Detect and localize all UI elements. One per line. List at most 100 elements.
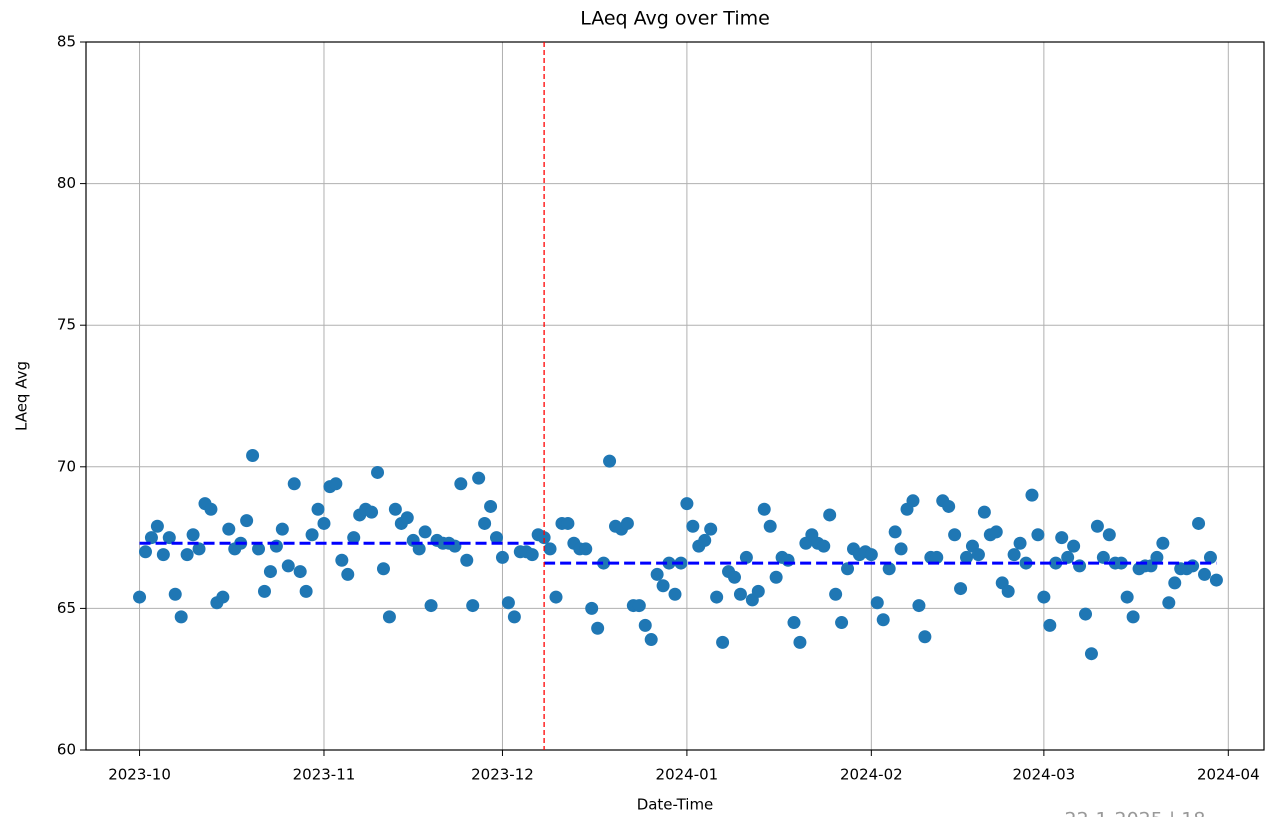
point	[769, 570, 783, 584]
point	[739, 550, 753, 564]
point	[1186, 559, 1200, 573]
point	[1025, 488, 1039, 502]
point	[1049, 556, 1063, 570]
point	[501, 596, 515, 610]
point	[668, 587, 682, 601]
point	[448, 539, 462, 553]
point	[222, 522, 236, 536]
point	[168, 587, 182, 601]
point	[591, 621, 605, 635]
point	[841, 562, 855, 576]
point	[823, 508, 837, 522]
point	[263, 565, 277, 579]
y-tick-label: 60	[57, 741, 76, 759]
point	[329, 477, 343, 491]
point	[757, 502, 771, 516]
point	[412, 542, 426, 556]
point	[864, 548, 878, 562]
point	[704, 522, 718, 536]
point	[1168, 576, 1182, 590]
point	[246, 448, 260, 462]
point	[174, 610, 188, 624]
point	[376, 562, 390, 576]
point	[299, 584, 313, 598]
point	[341, 567, 355, 581]
point	[894, 542, 908, 556]
point	[733, 587, 747, 601]
point	[650, 567, 664, 581]
plot-frame	[85, 41, 1265, 751]
point	[1001, 584, 1015, 598]
point	[1013, 536, 1027, 550]
point	[252, 542, 266, 556]
point	[1162, 596, 1176, 610]
footer: 22-1-2025 | 18	[1065, 809, 1206, 817]
point	[912, 599, 926, 613]
point	[144, 531, 158, 545]
point	[287, 477, 301, 491]
point	[269, 539, 283, 553]
point	[1061, 550, 1075, 564]
point	[727, 570, 741, 584]
point	[382, 610, 396, 624]
point	[1198, 567, 1212, 581]
point	[716, 635, 730, 649]
point	[888, 525, 902, 539]
point	[977, 505, 991, 519]
point	[454, 477, 468, 491]
point	[662, 556, 676, 570]
point	[1156, 536, 1170, 550]
point	[371, 465, 385, 479]
point	[186, 528, 200, 542]
point	[1043, 618, 1057, 632]
point	[1102, 528, 1116, 542]
point	[460, 553, 474, 567]
point	[948, 528, 962, 542]
x-tick-label: 2024-03	[1013, 766, 1076, 784]
point	[490, 531, 504, 545]
point	[1067, 539, 1081, 553]
point	[597, 556, 611, 570]
point	[906, 494, 920, 508]
point	[1031, 528, 1045, 542]
point	[317, 516, 331, 530]
point	[484, 499, 498, 513]
point	[537, 531, 551, 545]
point	[543, 542, 557, 556]
point	[1120, 590, 1134, 604]
y-tick-label: 70	[57, 457, 76, 475]
point	[240, 514, 254, 528]
point	[793, 635, 807, 649]
point	[561, 516, 575, 530]
point	[960, 550, 974, 564]
point	[311, 502, 325, 516]
point	[632, 599, 646, 613]
point	[644, 633, 658, 647]
point	[1192, 516, 1206, 530]
point	[989, 525, 1003, 539]
point	[954, 582, 968, 596]
point	[620, 516, 634, 530]
x-tick-label: 2023-12	[471, 766, 534, 784]
point	[1126, 610, 1140, 624]
point	[710, 590, 724, 604]
point	[751, 584, 765, 598]
x-axis-label: Date-Time	[637, 796, 714, 814]
point	[829, 587, 843, 601]
point	[293, 565, 307, 579]
point	[150, 519, 164, 533]
point	[1079, 607, 1093, 621]
point	[1073, 559, 1087, 573]
point	[585, 601, 599, 615]
point	[305, 528, 319, 542]
point	[507, 610, 521, 624]
point	[400, 511, 414, 525]
point	[656, 579, 670, 593]
point	[638, 618, 652, 632]
point	[257, 584, 271, 598]
point	[424, 599, 438, 613]
y-tick-label: 75	[57, 316, 76, 334]
point	[876, 613, 890, 627]
point	[1203, 550, 1217, 564]
